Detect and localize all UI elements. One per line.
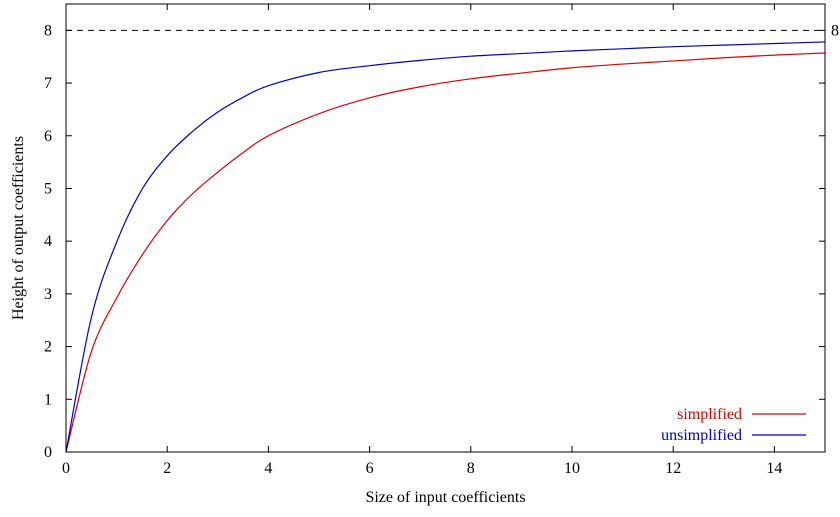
y-tick-label: 1 bbox=[44, 391, 52, 408]
x-tick-label: 10 bbox=[564, 460, 580, 477]
y-tick-label: 0 bbox=[44, 444, 52, 461]
y-tick-label: 2 bbox=[44, 339, 52, 356]
x-tick-label: 2 bbox=[163, 460, 171, 477]
y-tick-label: 7 bbox=[44, 75, 52, 92]
x-axis-label: Size of input coefficients bbox=[365, 489, 525, 506]
y-axis-label: Height of output coefficients bbox=[10, 136, 27, 320]
x-tick-label: 4 bbox=[264, 460, 272, 477]
reference-line-label: 8 bbox=[831, 22, 839, 39]
series-line-simplified bbox=[65, 52, 826, 453]
y-tick-label: 6 bbox=[44, 128, 52, 145]
legend: simplified unsimplified bbox=[661, 406, 806, 444]
x-tick-label: 0 bbox=[62, 460, 70, 477]
reference-layer: 8 bbox=[66, 22, 839, 39]
x-tick-label: 14 bbox=[766, 460, 782, 477]
legend-label-simplified: simplified bbox=[677, 406, 742, 423]
series-line-unsimplified bbox=[65, 41, 826, 453]
legend-label-unsimplified: unsimplified bbox=[661, 427, 742, 444]
x-tick-label: 8 bbox=[467, 460, 475, 477]
plot-frame bbox=[65, 3, 826, 453]
y-tick-label: 3 bbox=[44, 286, 52, 303]
y-tick-label: 8 bbox=[44, 22, 52, 39]
x-tick-label: 6 bbox=[366, 460, 374, 477]
x-tick-label: 12 bbox=[665, 460, 681, 477]
y-tick-label: 5 bbox=[44, 180, 52, 197]
series-layer bbox=[65, 41, 826, 453]
y-tick-label: 4 bbox=[44, 233, 52, 250]
